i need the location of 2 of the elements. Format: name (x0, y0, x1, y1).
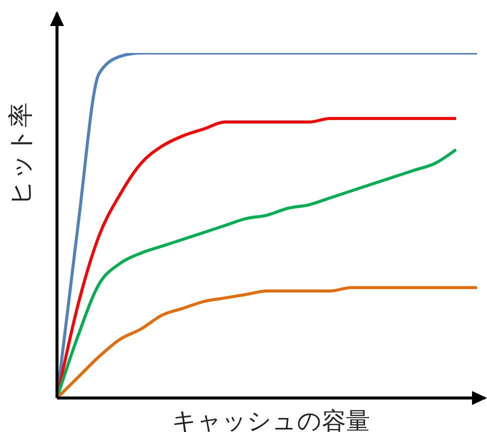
y-axis-title: ヒット率 (6, 102, 35, 206)
x-axis-title: キャッシュの容量 (172, 407, 370, 432)
